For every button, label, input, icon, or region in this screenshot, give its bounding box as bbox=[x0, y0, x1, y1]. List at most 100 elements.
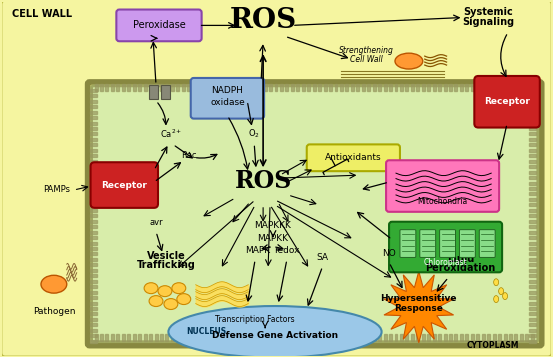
Bar bbox=[531, 84, 534, 91]
Bar bbox=[529, 111, 536, 114]
Bar bbox=[514, 84, 518, 91]
Bar bbox=[90, 231, 97, 233]
Text: Transcription Factors: Transcription Factors bbox=[215, 315, 295, 324]
Bar bbox=[231, 84, 234, 91]
Bar bbox=[269, 84, 272, 91]
Ellipse shape bbox=[172, 283, 186, 294]
Bar bbox=[274, 84, 278, 91]
Bar bbox=[133, 84, 135, 91]
Bar bbox=[384, 334, 387, 341]
Bar bbox=[356, 334, 359, 341]
Bar bbox=[529, 138, 536, 141]
Bar bbox=[133, 334, 135, 341]
Text: NADPH: NADPH bbox=[211, 86, 243, 95]
Text: Trafficking: Trafficking bbox=[137, 260, 195, 270]
Ellipse shape bbox=[164, 298, 178, 310]
Bar bbox=[90, 312, 97, 316]
Bar bbox=[356, 84, 359, 91]
Bar bbox=[416, 334, 419, 341]
Bar bbox=[90, 176, 97, 179]
Text: Strengthening: Strengthening bbox=[339, 46, 394, 55]
Bar bbox=[455, 334, 457, 341]
Bar bbox=[90, 307, 97, 310]
Bar bbox=[312, 334, 316, 341]
Bar bbox=[529, 187, 536, 190]
Bar bbox=[529, 231, 536, 233]
Ellipse shape bbox=[177, 294, 191, 305]
Bar bbox=[192, 334, 196, 341]
Bar bbox=[329, 84, 332, 91]
Bar bbox=[100, 84, 103, 91]
Bar bbox=[373, 84, 375, 91]
Bar bbox=[529, 334, 536, 337]
Bar bbox=[394, 84, 398, 91]
Bar bbox=[405, 84, 408, 91]
Bar bbox=[529, 192, 536, 196]
Bar bbox=[264, 334, 267, 341]
Bar bbox=[291, 334, 294, 341]
Ellipse shape bbox=[494, 296, 499, 303]
Bar bbox=[247, 334, 250, 341]
Bar bbox=[90, 127, 97, 130]
FancyBboxPatch shape bbox=[389, 222, 502, 272]
Bar bbox=[90, 220, 97, 223]
Bar bbox=[302, 84, 305, 91]
Bar bbox=[176, 334, 179, 341]
Bar bbox=[514, 334, 518, 341]
Bar bbox=[389, 84, 392, 91]
Bar bbox=[90, 182, 97, 185]
Bar bbox=[487, 334, 490, 341]
Text: Receptor: Receptor bbox=[101, 181, 147, 190]
Bar bbox=[438, 334, 441, 341]
Bar bbox=[529, 214, 536, 217]
Bar bbox=[90, 334, 97, 337]
Bar bbox=[529, 122, 536, 125]
Bar bbox=[90, 149, 97, 152]
Bar bbox=[427, 84, 430, 91]
Bar bbox=[90, 89, 97, 92]
Bar bbox=[529, 340, 536, 343]
Bar bbox=[90, 236, 97, 239]
FancyBboxPatch shape bbox=[386, 160, 499, 212]
Ellipse shape bbox=[494, 279, 499, 286]
Bar bbox=[90, 94, 97, 97]
Bar bbox=[529, 176, 536, 179]
Bar bbox=[529, 149, 536, 152]
Text: Peroxidation: Peroxidation bbox=[425, 263, 495, 273]
Bar bbox=[307, 84, 310, 91]
Bar bbox=[529, 302, 536, 305]
Bar bbox=[302, 334, 305, 341]
Bar bbox=[529, 94, 536, 97]
Bar bbox=[529, 171, 536, 174]
Bar bbox=[335, 84, 337, 91]
Bar bbox=[312, 84, 316, 91]
Text: O$_2$: O$_2$ bbox=[248, 127, 260, 140]
FancyBboxPatch shape bbox=[92, 86, 538, 342]
Bar bbox=[411, 334, 414, 341]
Bar bbox=[215, 334, 217, 341]
Bar bbox=[466, 84, 468, 91]
Bar bbox=[378, 84, 381, 91]
Bar bbox=[529, 242, 536, 245]
Bar bbox=[90, 209, 97, 212]
Bar bbox=[460, 334, 463, 341]
Bar bbox=[269, 334, 272, 341]
Bar bbox=[482, 84, 485, 91]
Bar bbox=[90, 291, 97, 294]
FancyBboxPatch shape bbox=[87, 82, 542, 346]
Polygon shape bbox=[384, 271, 453, 343]
Bar bbox=[482, 334, 485, 341]
Ellipse shape bbox=[149, 296, 163, 307]
Bar bbox=[90, 280, 97, 283]
FancyBboxPatch shape bbox=[479, 230, 495, 257]
Bar bbox=[384, 84, 387, 91]
Bar bbox=[198, 84, 201, 91]
FancyBboxPatch shape bbox=[440, 230, 456, 257]
Bar bbox=[127, 334, 131, 341]
Bar bbox=[95, 84, 97, 91]
Text: MAPK: MAPK bbox=[246, 246, 271, 256]
Bar bbox=[106, 334, 108, 341]
Bar bbox=[529, 318, 536, 321]
Text: Signaling: Signaling bbox=[462, 17, 514, 27]
Bar bbox=[529, 116, 536, 119]
